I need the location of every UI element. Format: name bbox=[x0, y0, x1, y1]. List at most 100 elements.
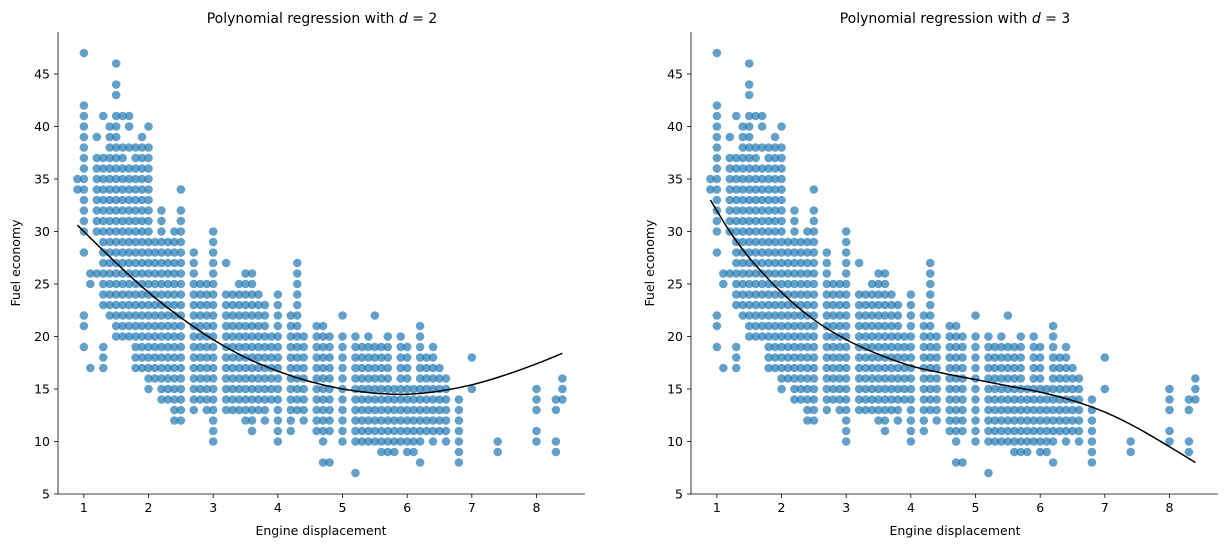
data-point bbox=[1068, 384, 1077, 394]
data-point bbox=[744, 153, 754, 163]
data-point bbox=[131, 216, 140, 226]
data-point bbox=[170, 342, 179, 352]
data-point bbox=[111, 80, 121, 89]
data-point bbox=[299, 395, 309, 404]
data-point bbox=[835, 374, 845, 383]
data-point bbox=[383, 353, 393, 362]
data-point bbox=[532, 437, 541, 446]
data-point bbox=[325, 458, 334, 467]
data-point bbox=[435, 395, 444, 404]
data-point bbox=[137, 363, 147, 373]
data-point bbox=[189, 353, 199, 362]
data-point bbox=[105, 216, 115, 226]
data-point bbox=[195, 374, 205, 383]
data-point bbox=[195, 342, 205, 352]
data-point bbox=[364, 395, 373, 404]
data-point bbox=[738, 195, 748, 205]
data-point bbox=[796, 237, 806, 247]
data-point bbox=[370, 353, 380, 362]
data-point bbox=[273, 426, 283, 436]
data-point bbox=[932, 384, 942, 394]
data-point bbox=[751, 164, 760, 173]
data-point bbox=[783, 374, 793, 383]
data-point bbox=[706, 185, 715, 194]
data-point bbox=[377, 405, 386, 415]
data-point bbox=[208, 353, 218, 362]
data-point bbox=[176, 269, 186, 278]
data-point bbox=[170, 384, 179, 394]
data-point bbox=[105, 258, 115, 268]
data-point bbox=[1061, 342, 1071, 352]
data-point bbox=[254, 342, 263, 352]
data-point bbox=[971, 395, 980, 404]
data-point bbox=[428, 353, 438, 362]
data-point bbox=[770, 279, 780, 289]
data-point bbox=[351, 405, 360, 415]
data-point bbox=[770, 206, 780, 215]
data-point bbox=[770, 164, 780, 173]
data-point bbox=[208, 237, 218, 247]
data-point bbox=[415, 332, 425, 341]
data-point bbox=[428, 416, 438, 425]
data-point bbox=[1022, 447, 1032, 457]
data-point bbox=[893, 311, 903, 320]
data-point bbox=[1074, 384, 1084, 394]
data-point bbox=[221, 300, 231, 310]
data-point bbox=[118, 279, 127, 289]
data-point bbox=[1042, 447, 1051, 457]
data-point bbox=[157, 206, 166, 215]
data-point bbox=[809, 227, 819, 236]
data-point bbox=[880, 363, 890, 373]
data-point bbox=[731, 227, 741, 236]
data-point bbox=[105, 195, 115, 205]
data-point bbox=[1087, 437, 1097, 446]
data-point bbox=[990, 426, 1000, 436]
data-point bbox=[1003, 311, 1013, 320]
data-point bbox=[551, 437, 561, 446]
data-point bbox=[325, 395, 334, 404]
data-point bbox=[383, 405, 393, 415]
data-point bbox=[532, 395, 541, 404]
data-point bbox=[783, 311, 793, 320]
data-point bbox=[906, 374, 916, 383]
data-point bbox=[731, 353, 741, 362]
data-point bbox=[111, 290, 121, 299]
data-point bbox=[1048, 384, 1058, 394]
data-point bbox=[351, 342, 360, 352]
data-point bbox=[92, 195, 102, 205]
data-point bbox=[809, 206, 819, 215]
data-point bbox=[997, 342, 1006, 352]
data-point bbox=[803, 384, 812, 394]
data-point bbox=[176, 206, 186, 215]
data-point bbox=[105, 206, 115, 215]
data-point bbox=[822, 405, 832, 415]
data-point bbox=[170, 290, 179, 299]
data-point bbox=[79, 185, 89, 194]
data-point bbox=[764, 258, 773, 268]
data-point bbox=[247, 321, 257, 331]
data-point bbox=[111, 227, 121, 236]
data-point bbox=[157, 311, 166, 320]
data-point bbox=[796, 258, 806, 268]
data-point bbox=[984, 468, 993, 478]
data-point bbox=[377, 437, 386, 446]
data-point bbox=[396, 416, 406, 425]
data-point bbox=[803, 321, 812, 331]
data-point bbox=[221, 321, 231, 331]
data-point bbox=[163, 269, 173, 278]
data-point bbox=[383, 395, 393, 404]
data-point bbox=[796, 395, 806, 404]
data-point bbox=[105, 132, 115, 142]
data-point bbox=[809, 269, 819, 278]
data-point bbox=[551, 447, 561, 457]
data-point bbox=[990, 384, 1000, 394]
data-point bbox=[370, 384, 380, 394]
data-point bbox=[157, 227, 166, 236]
data-point bbox=[1042, 405, 1051, 415]
data-point bbox=[118, 174, 127, 184]
data-point bbox=[312, 321, 321, 331]
data-point bbox=[370, 363, 380, 373]
data-point bbox=[809, 300, 819, 310]
data-point bbox=[318, 426, 328, 436]
data-point bbox=[221, 363, 231, 373]
